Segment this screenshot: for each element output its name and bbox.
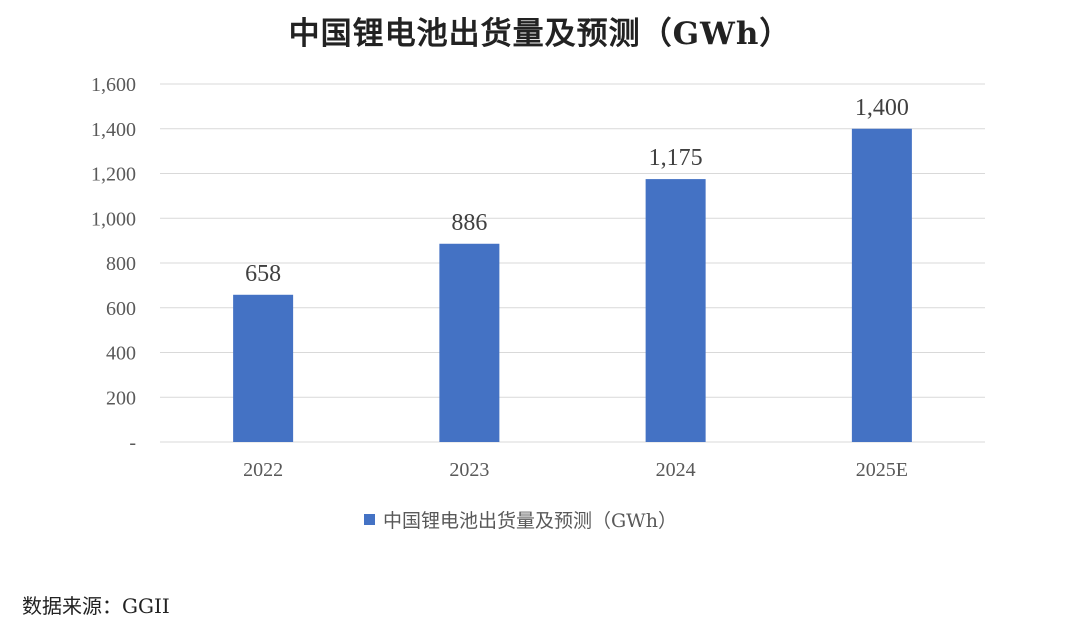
y-tick-label: 1,400 [91,119,136,141]
bar [851,128,912,442]
data-label: 1,400 [855,95,909,121]
y-tick-label: 800 [106,253,136,275]
x-tick-label: 2022 [243,459,283,481]
legend: 中国锂电池出货量及预测（GWh） [364,506,677,533]
y-tick-label: - [129,432,136,454]
source-note: 数据来源：GGII [22,594,170,618]
data-label: 886 [451,210,487,236]
x-tick-label: 2025E [856,459,908,481]
legend-label: 中国锂电池出货量及预测（GWh） [383,510,677,532]
y-tick-label: 1,000 [91,208,136,230]
legend-swatch [364,514,375,525]
x-tick-label: 2023 [449,459,489,481]
y-tick-label: 1,600 [91,74,136,96]
bar [645,179,706,442]
data-label: 658 [245,261,281,287]
chart-title: 中国锂电池出货量及预测（GWh） [288,16,792,52]
y-tick-label: 1,200 [91,164,136,186]
y-tick-label: 200 [106,387,136,409]
bar [439,243,500,442]
y-tick-label: 600 [106,298,136,320]
data-label: 1,175 [649,145,703,171]
x-tick-label: 2024 [656,459,696,481]
bar [233,294,294,442]
y-tick-label: 400 [106,343,136,365]
